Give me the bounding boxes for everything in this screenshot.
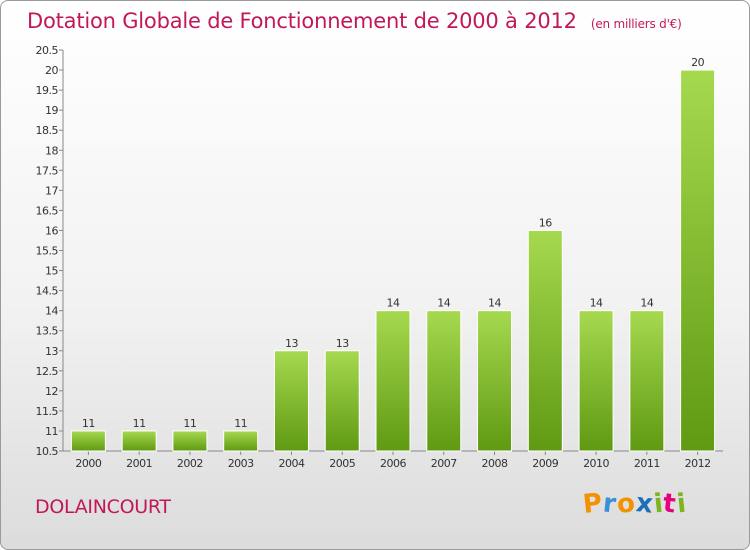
x-tick-label: 2011: [634, 457, 660, 470]
data-label: 11: [133, 417, 146, 430]
y-tick-label: 12: [45, 385, 58, 398]
bar-2006: [375, 310, 411, 452]
x-tick-label: 2005: [329, 457, 355, 470]
data-label: 13: [336, 337, 349, 350]
chart-subtitle: (en milliers d'€): [590, 17, 682, 31]
data-label: 11: [234, 417, 247, 430]
chart-title-text: Dotation Globale de Fonctionnement de 20…: [27, 9, 577, 33]
x-tick-label: 2002: [177, 457, 203, 470]
bar-2005: [324, 350, 360, 452]
data-label: 14: [387, 297, 400, 310]
data-label: 14: [640, 297, 653, 310]
data-label: 13: [285, 337, 298, 350]
proxiti-logo: Proxiti: [581, 488, 689, 520]
y-tick-label: 20: [45, 64, 58, 77]
y-tick-label: 13: [45, 345, 58, 358]
bar-2000: [70, 430, 106, 452]
y-tick-label: 13.5: [36, 325, 59, 338]
y-tick-label: 20.5: [36, 44, 59, 57]
bar-2010: [578, 310, 614, 452]
axes: 10.5 11 11.5 12 12.5 13 13.5 14 14.5 15 15.5 16 16.5…: [36, 44, 723, 470]
data-label: 16: [539, 216, 552, 229]
y-tick-label: 19: [45, 104, 58, 117]
data-label: 11: [82, 417, 95, 430]
x-tick-label: 2001: [126, 457, 152, 470]
bar-2002: [172, 430, 208, 452]
data-labels: 11 11 11 11 13 13 14 14 14 16 14 14 20: [82, 56, 705, 430]
data-label: 14: [590, 297, 603, 310]
bars: [70, 69, 716, 452]
x-tick-label: 2004: [278, 457, 304, 470]
x-tick-label: 2007: [431, 457, 457, 470]
y-tick-label: 19.5: [36, 84, 59, 97]
data-label: 20: [691, 56, 704, 69]
y-tick-label: 17: [45, 184, 58, 197]
bar-2001: [121, 430, 157, 452]
y-tick-label: 17.5: [36, 164, 59, 177]
y-tick-label: 14.5: [36, 285, 59, 298]
y-tick-label: 12.5: [36, 365, 59, 378]
data-label: 14: [437, 297, 450, 310]
bar-2004: [273, 350, 309, 452]
x-tick-label: 2003: [228, 457, 254, 470]
x-tick-label: 2006: [380, 457, 406, 470]
bar-2011: [629, 310, 665, 452]
y-tick-label: 11: [45, 425, 58, 438]
y-tick-label: 15: [45, 265, 58, 278]
logo-letter: i: [675, 488, 689, 520]
bar-2007: [426, 310, 462, 452]
x-tick-label: 2012: [685, 457, 711, 470]
x-tick-label: 2008: [482, 457, 508, 470]
bar-2012: [680, 69, 716, 452]
y-tick-label: 18: [45, 144, 58, 157]
data-label: 14: [488, 297, 501, 310]
y-tick-label: 14: [45, 305, 58, 318]
bar-2003: [223, 430, 259, 452]
commune-name: DOLAINCOURT: [35, 496, 171, 518]
y-tick-label: 16.5: [36, 204, 59, 217]
x-tick-label: 2010: [583, 457, 609, 470]
y-tick-label: 18.5: [36, 124, 59, 137]
x-tick-label: 2000: [75, 457, 101, 470]
y-tick-label: 10.5: [36, 445, 59, 458]
x-tick-label: 2009: [532, 457, 558, 470]
y-tick-label: 16: [45, 224, 58, 237]
data-label: 11: [183, 417, 196, 430]
y-tick-label: 15.5: [36, 245, 59, 258]
bar-2009: [527, 229, 563, 452]
chart-title: Dotation Globale de Fonctionnement de 20…: [27, 9, 682, 33]
bar-2008: [477, 310, 513, 452]
y-tick-label: 11.5: [36, 405, 59, 418]
